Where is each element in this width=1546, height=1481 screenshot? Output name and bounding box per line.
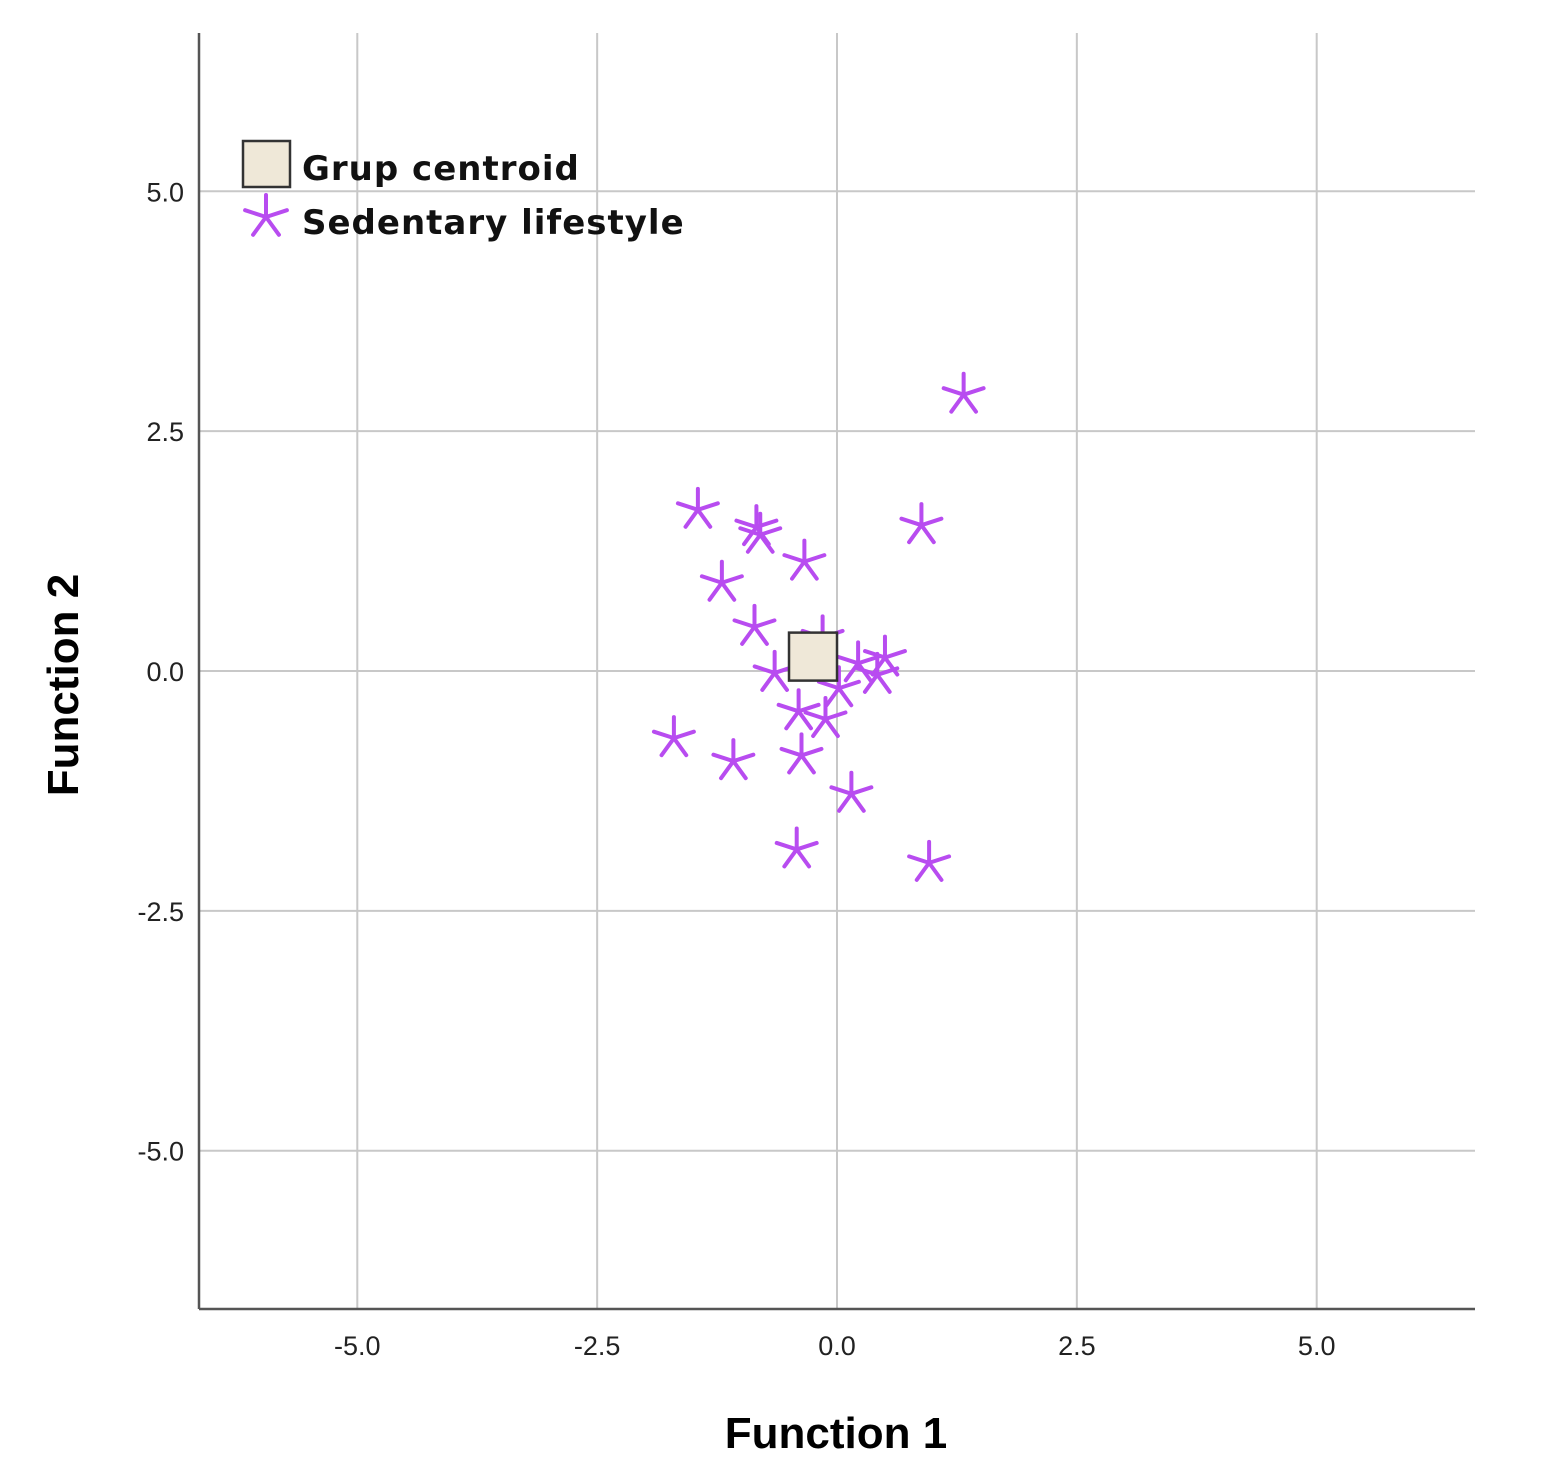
grid-lines [199,33,1475,1309]
centroid-markers [787,631,839,682]
x-axis-title: Function 1 [725,1409,947,1458]
data-point [803,695,848,738]
centroid-marker [787,631,839,682]
legend-swatch-sedentary [243,193,289,237]
y-tick-label: 0.0 [146,657,184,687]
data-point [699,559,744,602]
data-point [732,603,777,646]
data-point [907,839,952,882]
data-point [752,649,797,692]
legend-label-sedentary: Sedentary lifestyle [302,203,685,243]
y-axis-title: Function 2 [39,574,88,796]
y-tick-label: 2.5 [146,417,184,447]
y-tick-label: -5.0 [137,1137,184,1167]
data-point [829,770,874,813]
x-tick-label: 5.0 [1298,1331,1336,1361]
data-point [855,651,900,694]
data-point [675,486,720,529]
data-point [711,738,756,781]
data-point [779,732,824,775]
y-tick-labels: -5.0 -2.5 0.0 2.5 5.0 [137,177,184,1166]
x-tick-label: 2.5 [1058,1331,1096,1361]
legend: Grup centroid Sedentary lifestyle [241,139,685,243]
data-point [651,715,696,758]
data-point [782,538,827,581]
data-points [651,371,986,882]
legend-star-shape [243,193,289,237]
data-point [899,502,944,545]
data-point [738,511,783,554]
x-tick-labels: -5.0 -2.5 0.0 2.5 5.0 [334,1331,1335,1361]
x-tick-label: -5.0 [334,1331,381,1361]
x-tick-label: 0.0 [818,1331,856,1361]
legend-label-centroid: Grup centroid [302,149,580,189]
y-tick-label: 5.0 [146,177,184,207]
data-point [776,688,821,731]
y-tick-label: -2.5 [137,897,184,927]
legend-swatch-centroid [241,139,292,189]
x-tick-label: -2.5 [574,1331,621,1361]
data-point [774,826,819,869]
data-point [941,371,986,414]
data-point [863,634,907,677]
data-point [816,665,861,708]
axes [197,33,1475,1311]
